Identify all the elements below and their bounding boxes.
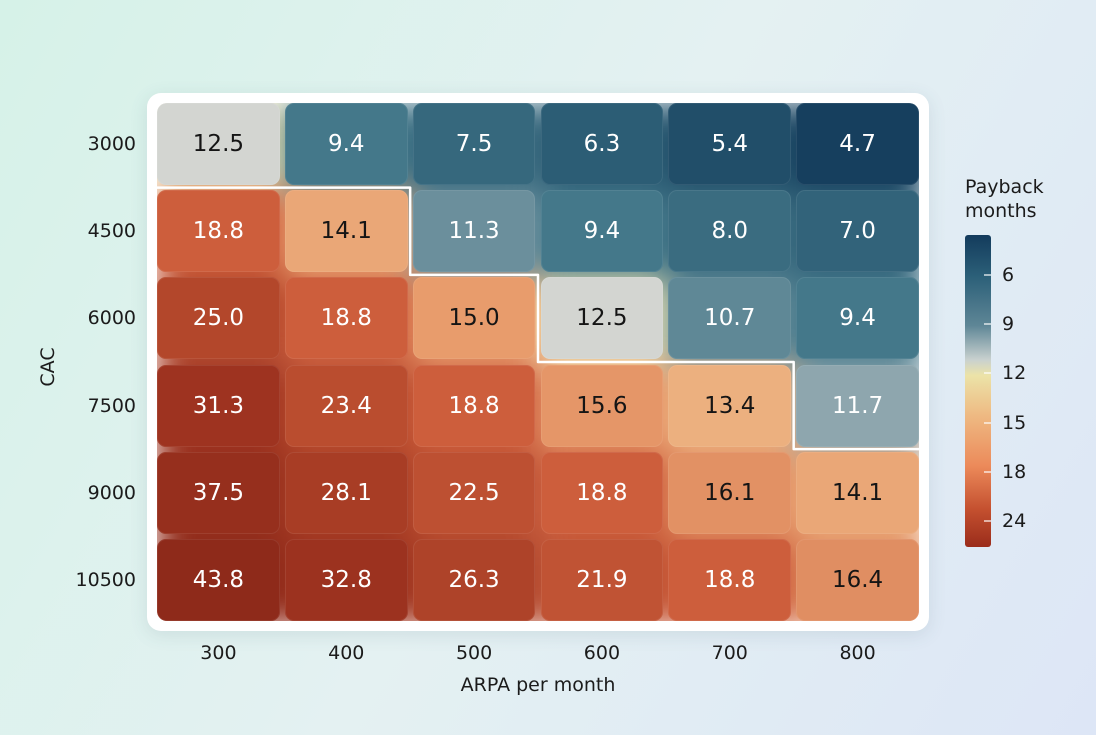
heatmap-cell: 16.4 bbox=[796, 538, 919, 621]
heatmap-cell: 31.3 bbox=[157, 364, 280, 447]
colorbar-title-line1: Payback bbox=[965, 176, 1044, 198]
heatmap-cell: 13.4 bbox=[668, 364, 792, 447]
y-tick-label: 3000 bbox=[87, 133, 136, 156]
colorbar-title: Payback months bbox=[965, 175, 1044, 223]
heatmap-cell: 4.7 bbox=[796, 103, 919, 186]
colorbar-tick-label: 12 bbox=[1002, 362, 1027, 385]
heatmap-cell: 11.7 bbox=[796, 364, 919, 447]
heatmap-cell: 10.7 bbox=[668, 277, 792, 360]
heatmap-cell: 9.4 bbox=[796, 277, 919, 360]
heatmap-cell: 21.9 bbox=[540, 538, 664, 621]
heatmap-cell: 18.8 bbox=[157, 190, 280, 273]
heatmap-cell: 15.0 bbox=[412, 277, 536, 360]
y-tick-label: 4500 bbox=[87, 220, 136, 243]
heatmap-cell: 9.4 bbox=[284, 103, 408, 186]
colorbar-tick-label: 18 bbox=[1002, 460, 1027, 483]
x-axis-title: ARPA per month bbox=[460, 674, 616, 696]
heatmap-cell: 6.3 bbox=[540, 103, 664, 186]
heatmap-cell: 14.1 bbox=[796, 451, 919, 534]
colorbar-tick-mark bbox=[984, 421, 991, 424]
heatmap-cell: 15.6 bbox=[540, 364, 664, 447]
heatmap-cell: 5.4 bbox=[668, 103, 792, 186]
heatmap-cell: 7.5 bbox=[412, 103, 536, 186]
heatmap-cell: 8.0 bbox=[668, 190, 792, 273]
heatmap-cell: 7.0 bbox=[796, 190, 919, 273]
heatmap-cell: 18.8 bbox=[668, 538, 792, 621]
heatmap-cell: 26.3 bbox=[412, 538, 536, 621]
heatmap-cell: 11.3 bbox=[412, 190, 536, 273]
y-axis-title: CAC bbox=[37, 347, 59, 387]
heatmap-cell: 18.8 bbox=[412, 364, 536, 447]
colorbar bbox=[965, 235, 991, 547]
heatmap-cell: 18.8 bbox=[284, 277, 408, 360]
heatmap-cell: 25.0 bbox=[157, 277, 280, 360]
heatmap-cell: 9.4 bbox=[540, 190, 664, 273]
contour-line bbox=[157, 186, 919, 451]
y-tick-label: 6000 bbox=[87, 307, 136, 330]
payback-threshold-contour bbox=[157, 186, 919, 451]
heatmap-cell: 18.8 bbox=[540, 451, 664, 534]
colorbar-tick-mark bbox=[984, 323, 991, 326]
colorbar-tick-label: 15 bbox=[1002, 411, 1027, 434]
heatmap-cell: 43.8 bbox=[157, 538, 280, 621]
colorbar-tick-mark bbox=[984, 520, 991, 522]
x-tick-label: 500 bbox=[455, 642, 493, 664]
colorbar-tick-mark bbox=[984, 274, 991, 276]
heatmap-cell: 28.1 bbox=[284, 451, 408, 534]
y-tick-label: 9000 bbox=[87, 481, 136, 504]
heatmap-cell: 12.5 bbox=[540, 277, 664, 360]
colorbar-tick-mark bbox=[984, 372, 991, 375]
heatmap-cell: 14.1 bbox=[284, 190, 408, 273]
heatmap-cell: 32.8 bbox=[284, 538, 408, 621]
heatmap-cell: 16.1 bbox=[668, 451, 792, 534]
colorbar-tick-label: 24 bbox=[1002, 510, 1027, 532]
colorbar-tick-label: 6 bbox=[1002, 264, 1015, 286]
x-tick-label: 700 bbox=[711, 642, 748, 664]
y-tick-label: 7500 bbox=[87, 394, 136, 417]
heatmap-cell: 22.5 bbox=[412, 451, 536, 534]
x-tick-label: 300 bbox=[200, 642, 237, 664]
colorbar-tick-mark bbox=[984, 470, 991, 473]
colorbar-tick-label: 9 bbox=[1002, 313, 1015, 336]
heatmap-cell: 23.4 bbox=[284, 364, 408, 447]
y-tick-label: 10500 bbox=[75, 568, 136, 591]
heatmap-cell: 37.5 bbox=[157, 451, 280, 534]
x-tick-label: 800 bbox=[839, 642, 876, 664]
heatmap-cell: 12.5 bbox=[157, 103, 280, 186]
heatmap-plot-area: 12.5 9.4 7.5 6.3 5.4 4.7 18.8 14.1 11.3 9.4 8.0 7.0… bbox=[157, 103, 919, 621]
colorbar-title-line2: months bbox=[965, 200, 1037, 222]
x-tick-label: 600 bbox=[583, 642, 621, 664]
x-tick-label: 400 bbox=[328, 642, 365, 664]
